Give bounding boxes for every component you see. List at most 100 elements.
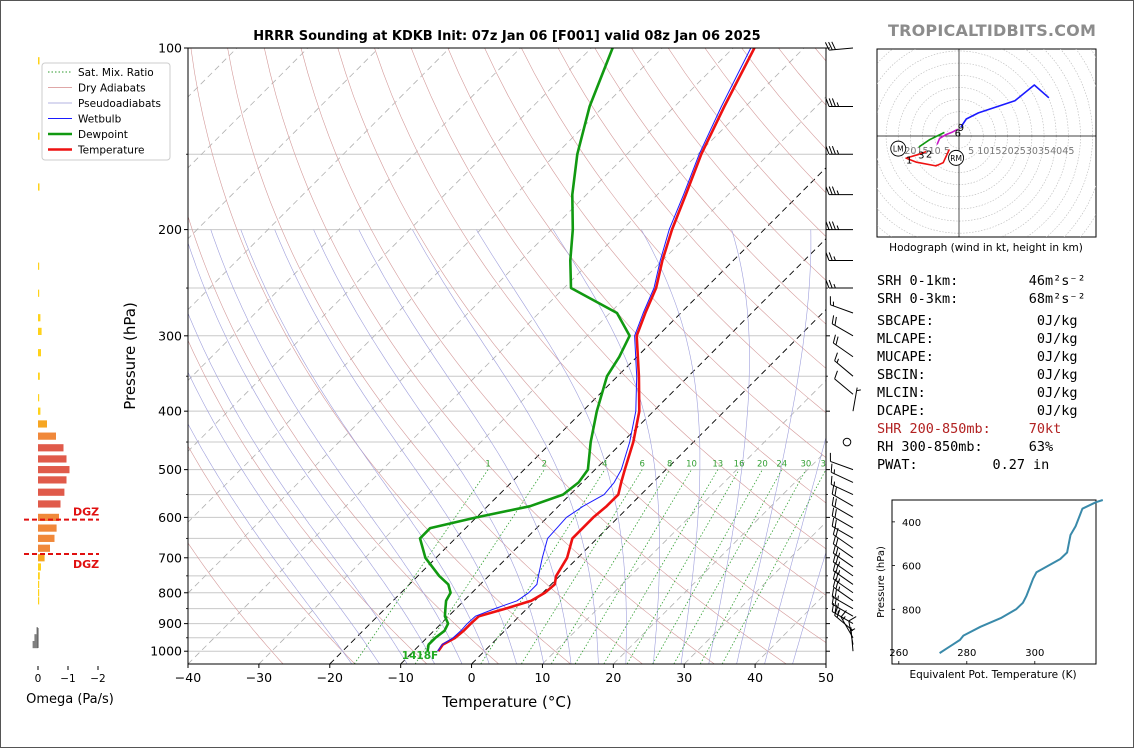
hodo-ring-label: 5	[968, 146, 974, 157]
stat-unit: J/kg	[1045, 349, 1078, 365]
pseudoadiabat	[188, 371, 380, 664]
wind-barb	[824, 41, 854, 51]
thetae-y-axis-label: Pressure (hPa)	[876, 546, 887, 618]
chart-title: HRRR Sounding at KDKB Init: 07z Jan 06 […	[253, 29, 760, 44]
barb-half-flag	[837, 595, 839, 600]
dry-adiabat	[188, 445, 356, 664]
stat-unit: J/kg	[1045, 385, 1078, 401]
legend-label: Temperature	[77, 145, 145, 157]
barb-flag	[831, 98, 836, 107]
wind-barb	[832, 553, 854, 577]
barb-half-flag	[836, 190, 840, 195]
omega-bar	[38, 262, 40, 270]
stat-value: 0.27	[992, 457, 1025, 473]
hodo-ring-label: 15	[989, 146, 1001, 157]
stat-value: 70	[1028, 421, 1045, 437]
barb-staff	[831, 603, 854, 617]
omega-tick-label: −1	[60, 673, 75, 685]
omega-bar	[38, 466, 70, 474]
stat-label: SRH 0-1km:	[877, 273, 959, 289]
x-tick-label: 0	[468, 670, 476, 685]
mixing-ratio-label: 1	[485, 460, 490, 470]
x-tick-label: −10	[387, 670, 413, 685]
hodo-ring-label: 35	[1038, 146, 1050, 157]
x-tick-label: 30	[676, 670, 692, 685]
omega-bar	[38, 524, 57, 532]
hodo-ring-label: 40	[1050, 146, 1062, 157]
barb-staff	[831, 515, 854, 529]
storm-motion-label: LM	[893, 145, 904, 154]
barb-staff	[833, 578, 854, 594]
barb-staff	[831, 504, 854, 518]
skewt-x-axis-label: Temperature (°C)	[441, 693, 571, 711]
pseudoadiabat	[764, 436, 826, 664]
stat-value: 0	[1036, 367, 1045, 383]
isotherm	[188, 48, 592, 452]
barb-half-flag	[838, 570, 841, 575]
stat-value: 0	[1036, 385, 1045, 401]
barb-staff	[831, 611, 854, 625]
omega-bar	[38, 544, 50, 552]
barb-flag	[832, 553, 836, 563]
barb-half-flag	[838, 586, 841, 591]
dry-adiabat	[447, 48, 826, 504]
barb-flag	[825, 146, 830, 155]
hodo-height-label: 1	[906, 156, 912, 167]
mixing-ratio-line	[673, 469, 783, 664]
hodo-ring-label: 20	[904, 146, 916, 157]
omega-bar	[38, 289, 40, 297]
x-tick-label: 10	[534, 670, 550, 685]
dry-adiabat	[374, 48, 826, 596]
stat-value: 0	[1036, 403, 1045, 419]
hodo-trace	[918, 131, 945, 148]
barb-staff	[833, 570, 854, 585]
pseudoadiabat	[708, 229, 750, 664]
isotherm	[188, 48, 379, 240]
barb-flag	[834, 607, 838, 616]
dry-adiabat	[410, 48, 826, 550]
omega-bar	[38, 444, 64, 452]
y-tick-label: 500	[158, 462, 182, 477]
hodo-ring-label: 30	[1026, 146, 1038, 157]
thetae-y-tick-label: 800	[902, 605, 921, 616]
isotherm	[258, 96, 826, 664]
barb-staff	[830, 304, 854, 314]
mixing-ratio-label: 6	[639, 460, 644, 470]
stat-value: 0	[1036, 313, 1045, 329]
stat-unit: J/kg	[1045, 331, 1078, 347]
x-tick-label: −30	[246, 670, 272, 685]
stat-label: SHR 200-850mb:	[877, 421, 991, 437]
y-tick-label: 700	[158, 550, 182, 565]
barb-flag	[834, 316, 837, 326]
isotherm	[471, 308, 826, 664]
hodo-ring-label: 5	[944, 146, 950, 157]
barb-staff	[833, 561, 854, 577]
omega-bar	[36, 627, 38, 635]
wind-barb	[848, 616, 857, 645]
legend-label: Sat. Mix. Ratio	[78, 67, 154, 79]
dry-adiabat	[190, 48, 571, 664]
thetae-profile	[939, 499, 1104, 654]
legend-label: Dry Adiabats	[78, 83, 146, 95]
barb-staff	[833, 342, 854, 358]
barb-staff	[834, 360, 854, 377]
barb-half-flag	[833, 283, 836, 289]
barb-flag	[831, 507, 835, 517]
barb-staff	[831, 323, 854, 337]
profile-dewpoint	[418, 48, 631, 652]
isotherm	[542, 379, 826, 664]
wind-barb	[825, 146, 853, 155]
barb-staff	[831, 493, 854, 507]
pseudoadiabat	[552, 229, 660, 664]
omega-bar	[38, 432, 56, 440]
barb-flag	[828, 98, 833, 107]
stat-unit: J/kg	[1045, 367, 1078, 383]
hodo-ring-label: 10	[929, 146, 941, 157]
isotherm	[188, 48, 521, 382]
dgz-label: DGZ	[73, 506, 99, 519]
omega-bar	[38, 572, 40, 580]
stat-label: DCAPE:	[877, 403, 926, 419]
stat-row: SBCIN: 0 J/kg	[877, 366, 1117, 384]
mixing-ratio-line	[652, 469, 763, 664]
